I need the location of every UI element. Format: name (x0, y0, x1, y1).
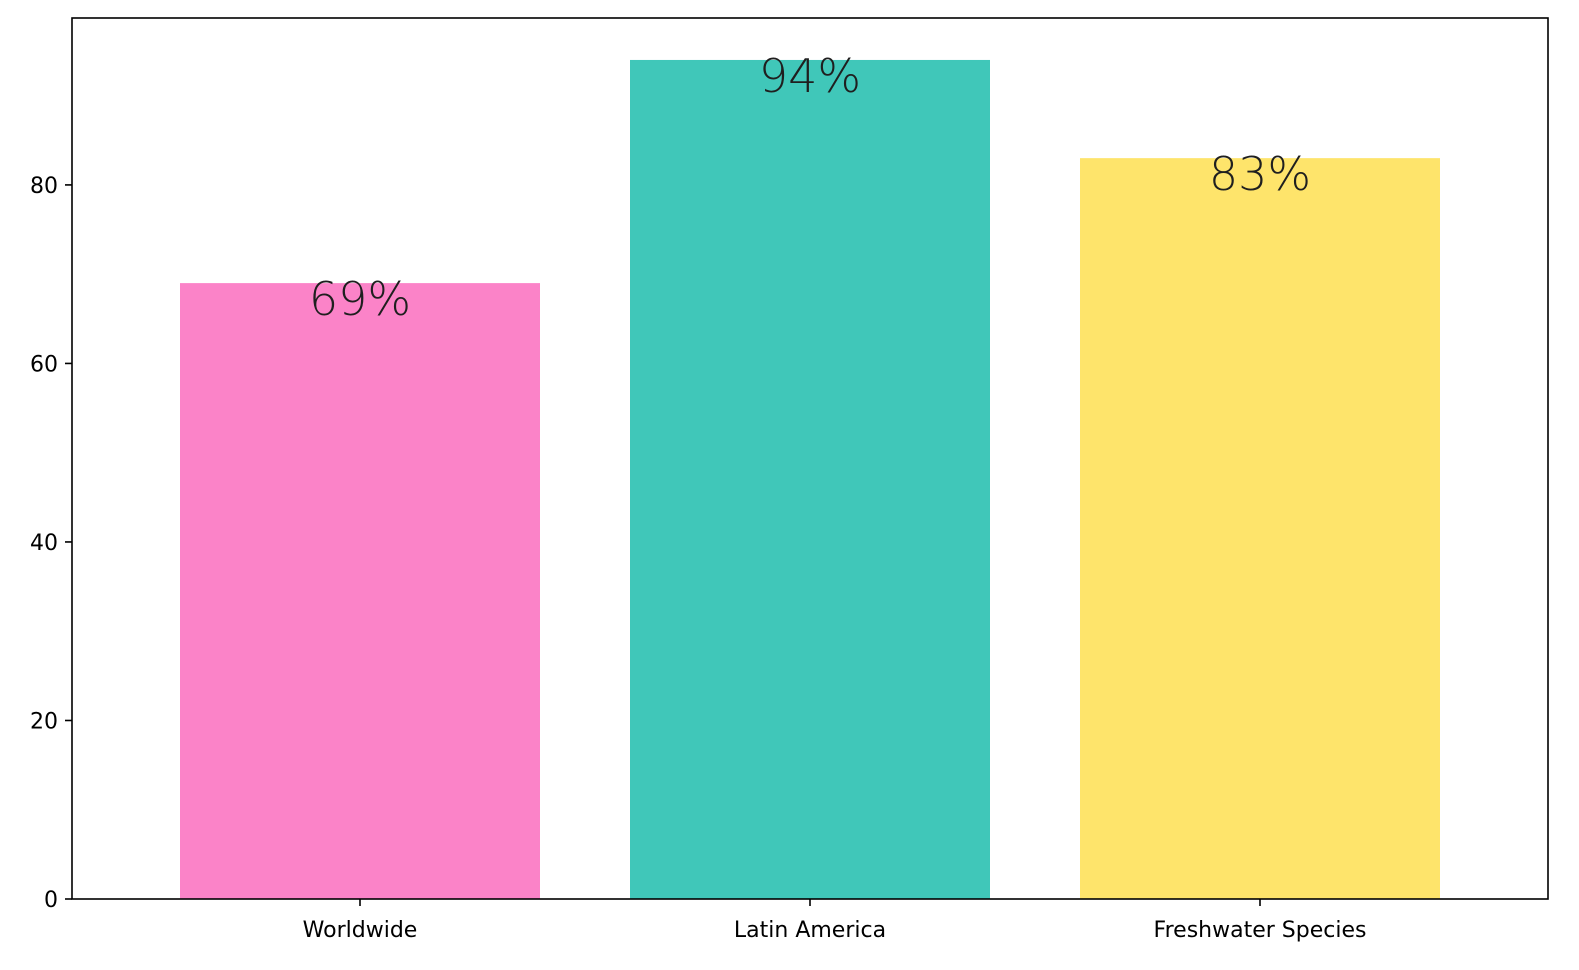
y-tick-label: 0 (44, 888, 58, 913)
y-tick-label: 60 (30, 352, 58, 377)
data-labels-layer: 69% 94% 83% (309, 49, 1311, 326)
x-tick-label: Freshwater Species (1154, 918, 1367, 943)
y-axis: 0 20 40 60 80 (30, 174, 72, 913)
data-label: 94% (759, 49, 861, 103)
y-tick-label: 40 (30, 531, 58, 556)
bars-layer (180, 59, 1440, 900)
data-label: 83% (1209, 147, 1311, 201)
bar-freshwater-species (1080, 158, 1440, 900)
data-label: 69% (309, 272, 411, 326)
y-tick-label: 80 (30, 174, 58, 199)
x-tick-label: Latin America (734, 918, 886, 943)
bar-worldwide (180, 283, 540, 899)
x-tick-label: Worldwide (303, 918, 418, 943)
bar-latin-america (630, 59, 990, 899)
x-axis: Worldwide Latin America Freshwater Species (303, 899, 1367, 943)
y-tick-label: 20 (30, 709, 58, 734)
